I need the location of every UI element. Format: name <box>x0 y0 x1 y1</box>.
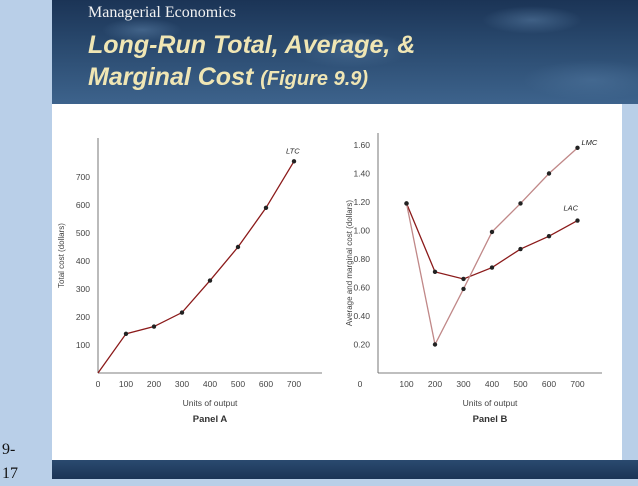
panel-a-series-ltc-point <box>207 278 213 283</box>
panel-a-x-tick-label: 200 <box>147 379 161 389</box>
figure-area: 0 100 200 300 400 500 600 700 100 200 300 400 500 600… <box>52 104 622 460</box>
panel-b-series-lac-point <box>575 218 580 223</box>
panel-b-y-tick-label: 0.60 <box>353 283 370 293</box>
panel-b-x-tick-label: 0 <box>358 379 363 389</box>
panel-b-series-lac-point <box>518 246 523 252</box>
panel-b-y-tick-label: 0.20 <box>353 340 370 350</box>
panel-a-x-tick-label: 100 <box>119 379 133 389</box>
bottom-bar <box>52 460 638 479</box>
panel-b-x-tick-label: 600 <box>542 379 556 389</box>
panel-a-y-tick-label: 100 <box>76 340 90 350</box>
title-line2: Marginal Cost <box>88 63 254 91</box>
panel-a-x-tick-label: 300 <box>175 379 189 389</box>
panel-b-y-axis-label: Average and marginal cost (dollars) <box>345 200 354 326</box>
panel-b-x-tick-label: 500 <box>513 379 527 389</box>
figure-svg: 0 100 200 300 400 500 600 700 100 200 300 400 500 600… <box>57 133 602 425</box>
panel-b-x-axis-label: Units of output <box>463 398 518 408</box>
panel-a-x-tick-label: 500 <box>231 379 245 389</box>
panel-b-series-lac-point <box>461 276 466 282</box>
panel-a-series-ltc-point <box>291 159 297 164</box>
panel-b-series-lmc-point <box>461 286 466 292</box>
panel-b-series-lac-point <box>489 265 495 270</box>
panel-b-x-tick-label: 300 <box>456 379 470 389</box>
panel-a-x-tick-label: 700 <box>287 379 301 389</box>
panel-b-series-lmc-point <box>404 201 409 206</box>
panel-b-x-tick-label: 700 <box>570 379 584 389</box>
panel-a-y-tick-label: 400 <box>76 256 90 266</box>
panel-a-series-ltc-point <box>235 244 241 250</box>
panel-b-y-tick-label: 0.80 <box>353 254 370 264</box>
panel-a-y-tick-label: 600 <box>76 200 90 210</box>
panel-b-x-tick-label: 100 <box>399 379 413 389</box>
page-number-text: 9- 17 <box>2 441 18 482</box>
panel-a-series-ltc-point <box>179 310 185 315</box>
panel-b-x-tick-label: 200 <box>428 379 442 389</box>
panel-a-x-axis-label: Units of output <box>183 398 238 408</box>
panel-b-series-lmc-point <box>546 171 552 176</box>
panel-a-title: Panel A <box>193 414 228 425</box>
panel-b-y-tick-label: 1.20 <box>353 197 370 207</box>
panel-b-series-lac-point <box>546 234 552 239</box>
panel-a-y-tick-label: 200 <box>76 312 90 322</box>
slide-subtitle: Managerial Economics <box>88 4 236 21</box>
panel-b-title: Panel B <box>473 414 508 425</box>
panel-b-series-lac-point <box>432 269 438 275</box>
slide-header <box>52 0 638 104</box>
slide-title: Long-Run Total, Average, & Marginal Cost… <box>88 29 608 95</box>
panel-a-y-axis-label: Total cost (dollars) <box>57 223 66 288</box>
panel-b-series-lmc-point <box>489 229 495 235</box>
panel-a-x-tick-label: 600 <box>259 379 273 389</box>
page-number: 9- 17 <box>2 438 42 486</box>
panel-b-x-tick-label: 400 <box>485 379 499 389</box>
header-texture <box>52 0 638 104</box>
panel-a-y-tick-label: 700 <box>76 172 90 182</box>
panel-b-y-tick-label: 1.40 <box>353 169 370 179</box>
panel-b-series-lmc-line <box>405 147 578 347</box>
left-margin-strip <box>0 0 52 479</box>
panel-a-y-tick-label: 300 <box>76 284 90 294</box>
panel-a-series-ltc-line <box>97 160 295 374</box>
panel-a-series-ltc-point <box>123 331 129 336</box>
panel-b-y-tick-label: 1.00 <box>353 226 370 236</box>
panel-b-series-lmc-point <box>518 201 523 206</box>
panel-a-x-tick-label: 0 <box>96 379 101 389</box>
panel-b-series-lac-label: LAC <box>564 204 579 213</box>
panel-b-series-lmc-label: LMC <box>582 138 598 147</box>
panel-a-series-ltc-point <box>263 205 269 210</box>
panel-b-series-lmc-point <box>575 145 580 151</box>
title-figure-ref: (Figure 9.9) <box>260 68 369 90</box>
panel-b-y-tick-label: 0.40 <box>353 311 370 321</box>
panel-a-y-tick-label: 500 <box>76 228 90 238</box>
title-line1: Long-Run Total, Average, & <box>88 31 416 59</box>
panel-a-x-tick-label: 400 <box>203 379 217 389</box>
panel-a-series-ltc-point <box>151 324 157 329</box>
panel-b-series-lmc-point <box>432 342 438 347</box>
panel-b-y-tick-label: 1.60 <box>353 140 370 150</box>
panel-a-series-ltc-label: LTC <box>286 146 300 155</box>
